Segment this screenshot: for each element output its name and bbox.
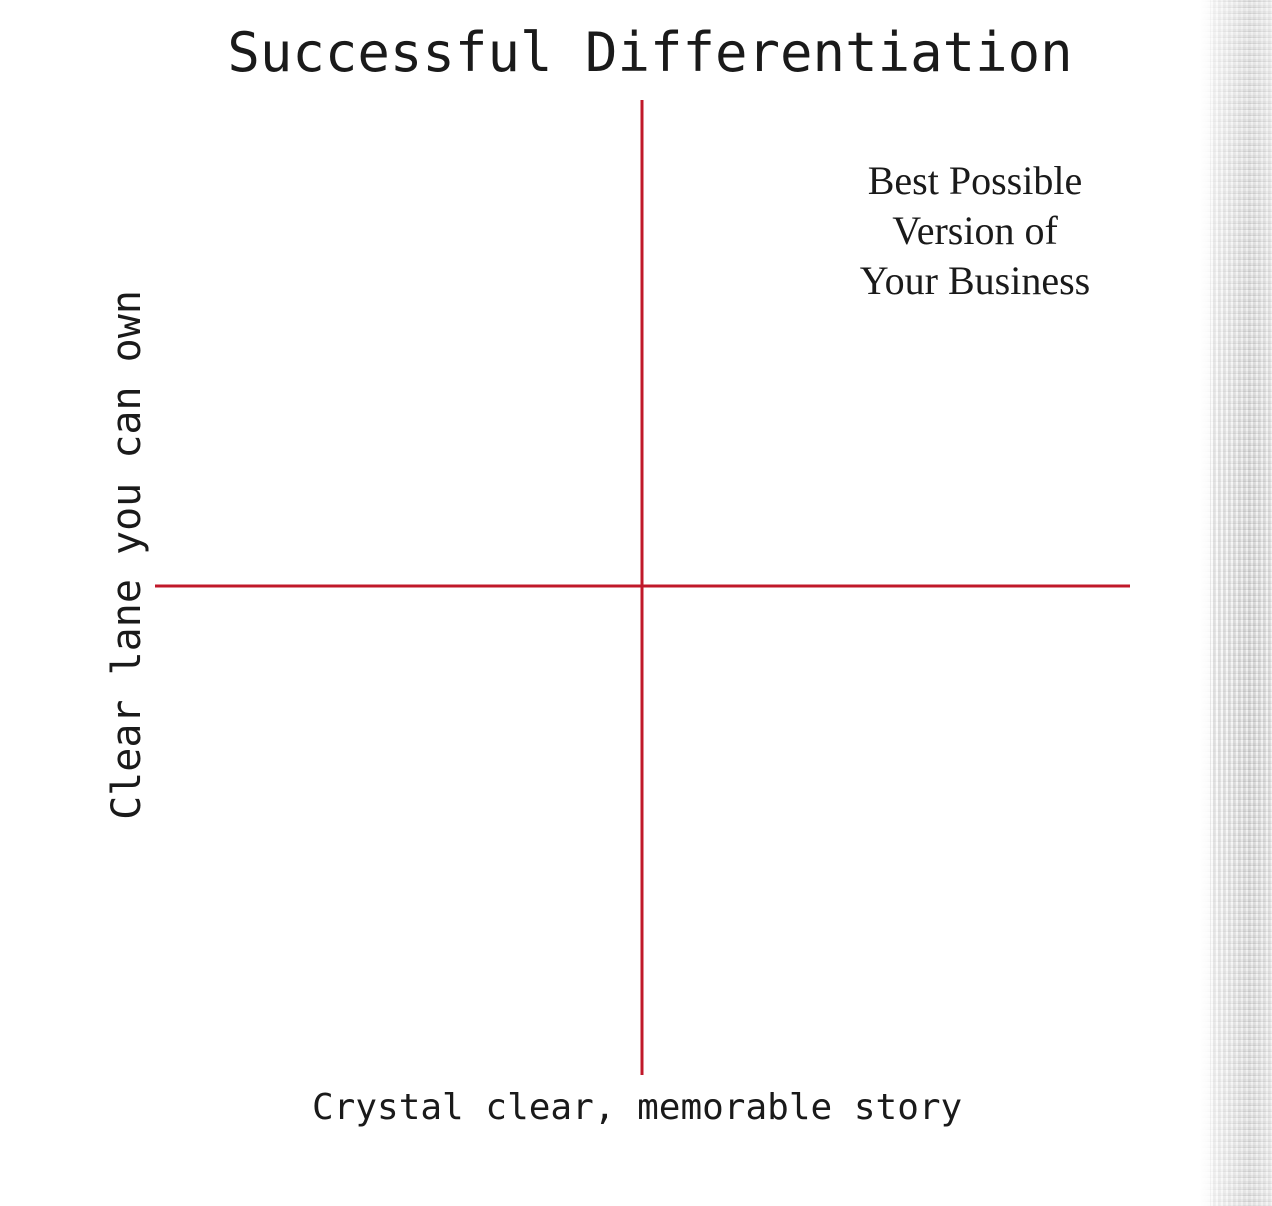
paper-grain-texture-overlay: [1210, 0, 1272, 1206]
x-axis-label: Crystal clear, memorable story: [312, 1087, 963, 1128]
quadrant-label-line-2: Version of: [892, 208, 1058, 253]
diagram-title: Successful Differentiation: [227, 21, 1073, 84]
y-axis-label: Clear lane you can own: [104, 290, 150, 820]
paper-grain-texture: [1200, 0, 1272, 1206]
top-right-quadrant-label: Best Possible Version of Your Business: [790, 156, 1160, 306]
quadrant-label-line-3: Your Business: [859, 258, 1091, 303]
quadrant-label-line-1: Best Possible: [867, 158, 1083, 203]
